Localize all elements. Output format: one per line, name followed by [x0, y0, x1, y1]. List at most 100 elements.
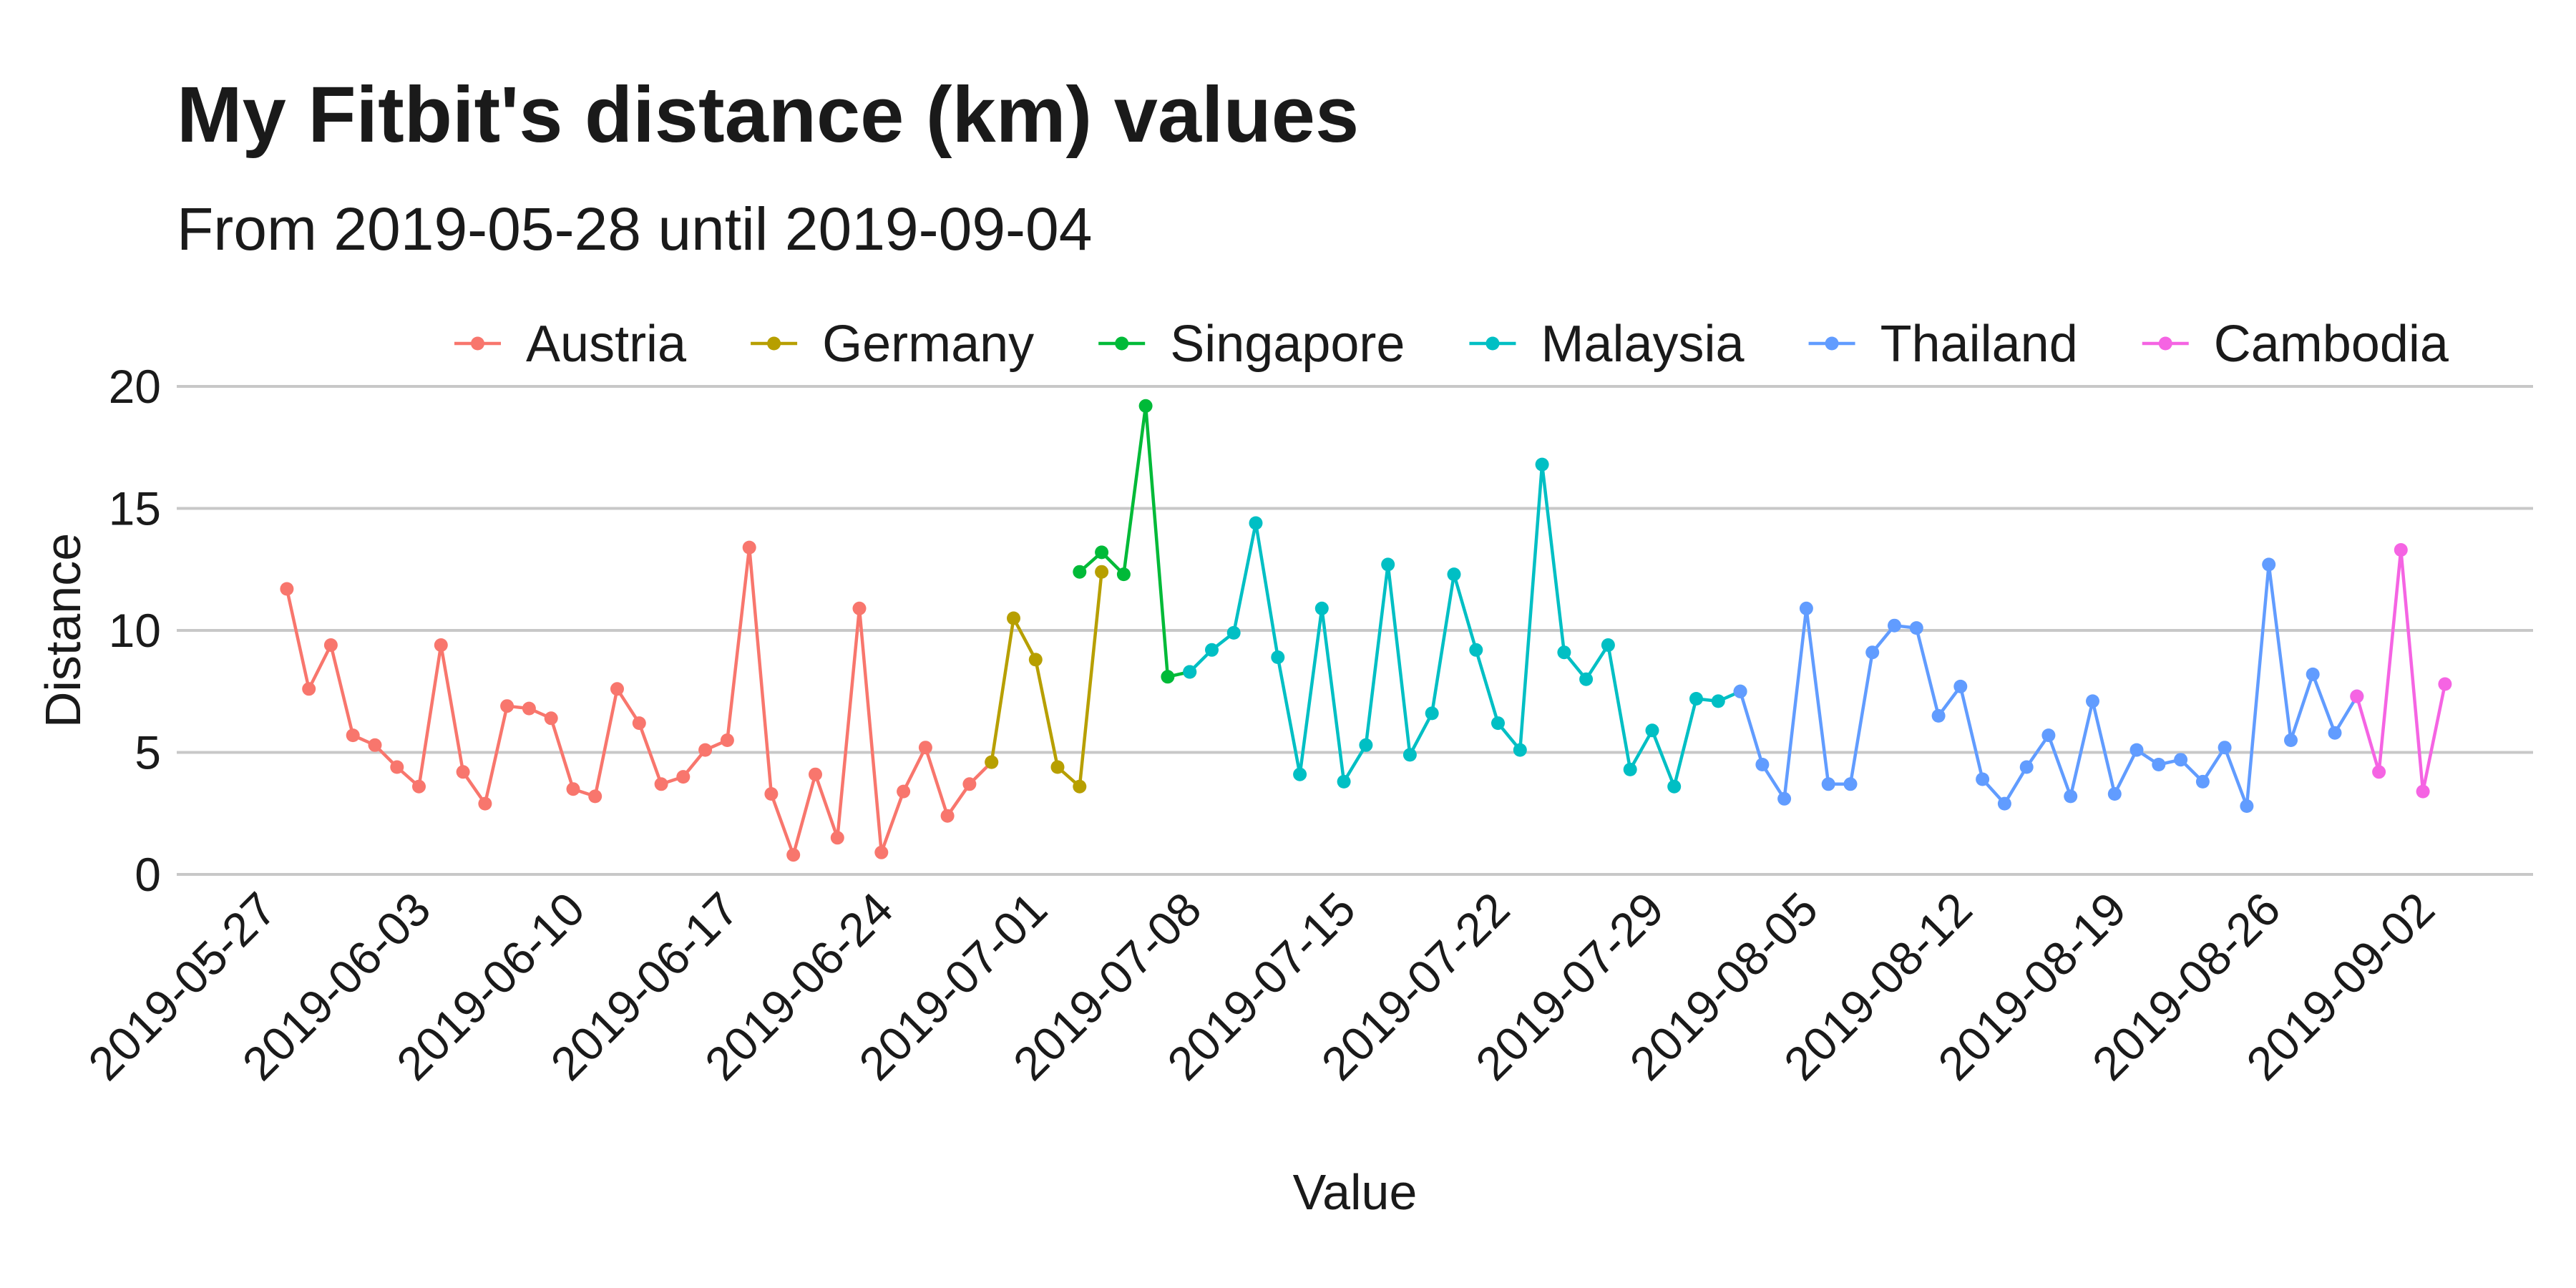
y-tick-label: 20 — [109, 360, 161, 413]
legend-item-austria: Austria — [454, 316, 687, 373]
data-point — [1249, 516, 1263, 530]
data-point — [720, 733, 734, 747]
data-point — [1909, 621, 1923, 635]
data-point — [1799, 601, 1813, 615]
series-thailand — [1733, 557, 2364, 813]
data-point — [676, 770, 691, 784]
data-point — [1821, 777, 1835, 791]
data-point — [852, 601, 867, 615]
data-point — [698, 743, 713, 757]
data-point — [2152, 758, 2166, 771]
data-point — [566, 782, 580, 796]
data-point — [1865, 645, 1880, 660]
data-point — [1623, 762, 1637, 776]
data-point — [1073, 779, 1087, 794]
data-point — [544, 711, 558, 726]
data-point — [1073, 565, 1087, 579]
data-point — [2240, 799, 2254, 813]
legend-label: Malaysia — [1541, 316, 1745, 373]
data-point — [456, 765, 470, 779]
data-point — [962, 777, 977, 791]
series-line-austria — [285, 545, 993, 857]
data-point — [2350, 689, 2364, 703]
data-point — [1513, 743, 1527, 757]
data-point — [2174, 753, 2188, 767]
data-point — [2107, 787, 2122, 801]
data-point — [786, 848, 801, 862]
series-austria — [280, 540, 999, 862]
data-point — [1447, 567, 1461, 582]
data-point — [1491, 716, 1505, 731]
legend-item-germany: Germany — [751, 316, 1034, 373]
series-cambodia — [2350, 543, 2452, 799]
data-point — [2328, 726, 2342, 740]
data-point — [1402, 748, 1417, 762]
data-point — [1425, 706, 1439, 721]
data-point — [1359, 738, 1373, 752]
data-point — [2306, 667, 2320, 681]
data-point — [1601, 638, 1615, 652]
series-layer — [280, 399, 2452, 862]
data-point — [1337, 774, 1351, 789]
data-point — [1976, 772, 1990, 786]
chart-title: My Fitbit's distance (km) values — [177, 71, 1360, 159]
legend-label: Thailand — [1880, 316, 2078, 373]
data-point — [434, 638, 448, 652]
series-line-malaysia — [1189, 462, 1742, 789]
data-point — [1469, 643, 1483, 657]
y-tick-label: 15 — [109, 482, 161, 535]
data-point — [1888, 618, 1901, 633]
series-singapore — [1073, 399, 1197, 684]
chart-subtitle: From 2019-05-28 until 2019-09-04 — [177, 195, 1093, 263]
data-point — [1226, 625, 1241, 640]
data-point — [302, 682, 316, 696]
series-germany — [985, 565, 1109, 794]
series-line-cambodia — [2355, 548, 2447, 794]
legend-key-point — [767, 336, 781, 351]
legend-item-thailand: Thailand — [1808, 316, 2078, 373]
legend-key-point — [1115, 336, 1129, 351]
data-point — [412, 779, 426, 794]
data-point — [940, 809, 955, 823]
data-point — [1579, 672, 1594, 686]
y-tick-label: 5 — [135, 726, 161, 779]
data-point — [2086, 694, 2099, 708]
data-point — [764, 787, 779, 801]
data-point — [346, 728, 360, 743]
data-point — [2129, 743, 2144, 757]
data-point — [1050, 760, 1065, 774]
data-point — [742, 540, 756, 555]
series-line-thailand — [1738, 562, 2358, 808]
gridlines — [177, 385, 2533, 876]
data-point — [390, 760, 404, 774]
data-point — [1557, 645, 1571, 660]
data-point — [2394, 543, 2408, 557]
data-point — [985, 755, 999, 769]
data-point — [1535, 457, 1549, 472]
data-point — [1028, 653, 1043, 667]
y-tick-label: 0 — [135, 848, 161, 901]
data-point — [1271, 650, 1285, 664]
data-point — [2284, 733, 2298, 747]
data-point — [1777, 791, 1792, 806]
data-point — [1645, 723, 1659, 738]
data-point — [874, 845, 889, 859]
data-point — [2041, 728, 2056, 743]
legend-item-malaysia: Malaysia — [1469, 316, 1745, 373]
data-point — [610, 682, 624, 696]
data-point — [500, 699, 514, 713]
legend-key-point — [2158, 336, 2172, 351]
legend-label: Germany — [822, 316, 1034, 373]
data-point — [280, 582, 294, 596]
data-point — [830, 831, 844, 845]
y-tick-label: 10 — [109, 604, 161, 657]
data-point — [897, 784, 911, 799]
series-line-germany — [990, 571, 1103, 789]
data-point — [323, 638, 338, 652]
data-point — [632, 716, 646, 731]
data-point — [1205, 643, 1219, 657]
data-point — [1689, 692, 1703, 706]
data-point — [368, 738, 382, 752]
data-point — [478, 796, 492, 811]
